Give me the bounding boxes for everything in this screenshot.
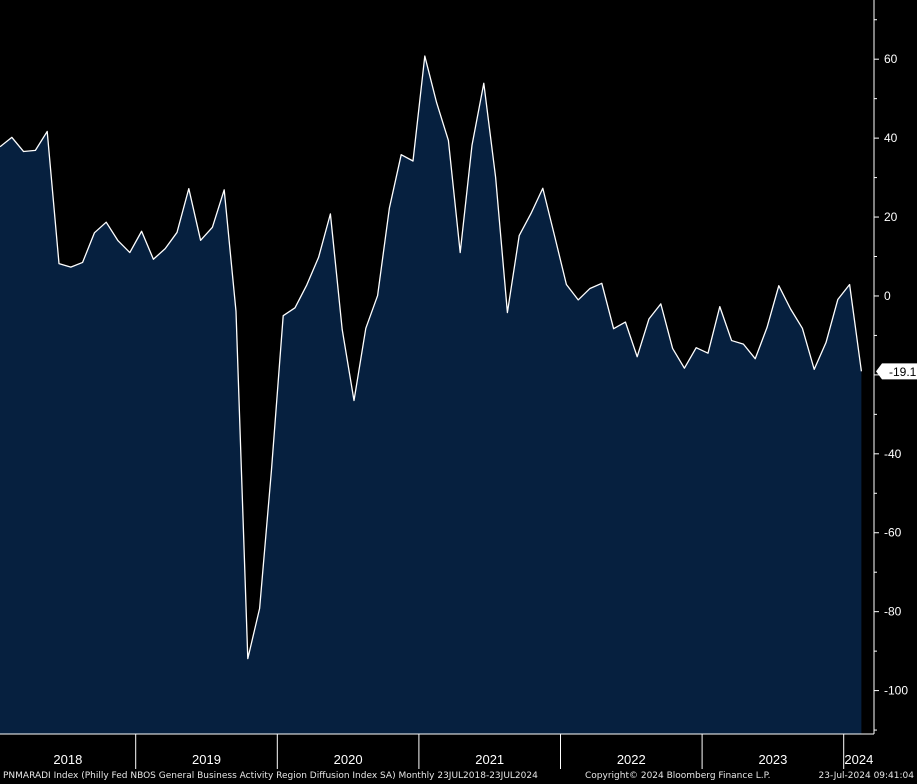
series-line xyxy=(0,55,863,660)
y-tick-label: -80 xyxy=(884,605,902,619)
y-tick-label: -60 xyxy=(884,526,902,540)
x-tick-label: 2022 xyxy=(617,752,646,767)
y-tick-label: -100 xyxy=(884,684,908,698)
series-area xyxy=(0,56,862,735)
footer-timestamp: 23-Jul-2024 09:41:04 xyxy=(818,771,915,781)
x-tick-label: 2020 xyxy=(334,752,363,767)
last-value-box xyxy=(876,363,917,380)
plot-area xyxy=(0,55,863,735)
x-tick-label: 2018 xyxy=(53,752,82,767)
y-tick-label: -40 xyxy=(884,447,902,461)
x-tick-label: 2023 xyxy=(758,752,787,767)
x-axis: 2018 2019 2020 2021 2022 2023 2024 xyxy=(0,733,874,769)
x-tick-label: 2021 xyxy=(475,752,504,767)
y-tick-label: 20 xyxy=(884,210,898,224)
y-tick-label: 40 xyxy=(884,131,898,145)
footer-copyright: Copyright© 2024 Bloomberg Finance L.P. xyxy=(585,771,771,781)
y-tick-label: 0 xyxy=(884,289,891,303)
y-tick-label: 60 xyxy=(884,52,898,66)
footer-description: PNMARADI Index (Philly Fed NBOS General … xyxy=(3,771,538,781)
x-tick-label: 2019 xyxy=(192,752,221,767)
last-value-label: -19.1 xyxy=(889,365,917,379)
footer: PNMARADI Index (Philly Fed NBOS General … xyxy=(0,769,917,784)
x-tick-label: 2024 xyxy=(844,752,873,767)
last-value-tag: -19.1 xyxy=(876,363,917,380)
